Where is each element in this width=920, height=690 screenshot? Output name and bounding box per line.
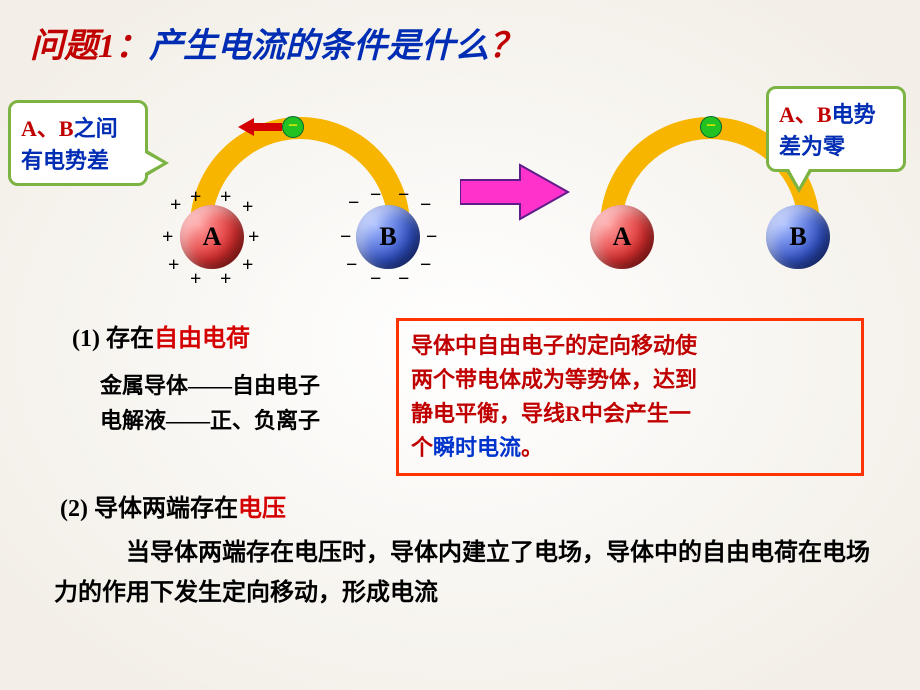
info-l3: 静电平衡，导线R中会产生一: [411, 401, 691, 426]
point-1-sub: 金属导体——自由电子 电解液——正、负离子: [100, 368, 320, 438]
sphere-b-left: B: [356, 205, 420, 269]
minus-sign: −: [426, 227, 437, 247]
plus-sign: +: [248, 227, 259, 247]
direction-arrow-left: [238, 116, 282, 138]
plus-sign: +: [162, 227, 173, 247]
slide: 问题1：产生电流的条件是什么？ A、B之间 有电势差 A、B电势 差为零 − A…: [0, 0, 920, 690]
sphere-a-right-label: A: [613, 222, 632, 252]
callout-left-l1: A、B: [21, 116, 74, 141]
callout-left-pointer: [145, 153, 163, 173]
plus-sign: +: [170, 195, 181, 215]
minus-sign: −: [346, 255, 357, 275]
point-1-num: (1): [72, 326, 100, 352]
sphere-b-left-label: B: [379, 222, 396, 252]
electron-minus: −: [288, 116, 298, 134]
plus-sign: +: [220, 269, 231, 289]
callout-right: A、B电势 差为零: [766, 86, 906, 172]
point-2-keyword: 电压: [238, 496, 286, 522]
minus-sign: −: [420, 255, 431, 275]
diagram-area: − A + + + + + + + + + + B − − − − − − − …: [30, 87, 890, 317]
point-2: (2) 导体两端存在电压: [60, 490, 286, 528]
callout-right-l2: 电势: [832, 102, 876, 127]
electron-left: −: [282, 116, 304, 138]
minus-sign: −: [420, 195, 431, 215]
callout-right-pointer: [789, 169, 809, 187]
info-l4a: 个: [411, 435, 433, 460]
point-2-label: 导体两端存在: [94, 496, 238, 522]
electron-minus: −: [706, 116, 716, 134]
info-l1: 导体中自由电子的定向移动使: [411, 333, 697, 358]
point-1: (1) 存在自由电荷: [72, 320, 250, 358]
callout-right-l1: A、B: [779, 102, 832, 127]
sphere-a-right: A: [590, 205, 654, 269]
plus-sign: +: [242, 255, 253, 275]
sphere-a-left: A: [180, 205, 244, 269]
info-l4b: 瞬时电流: [433, 435, 521, 460]
minus-sign: −: [340, 227, 351, 247]
point-2-num: (2): [60, 496, 88, 522]
sphere-b-right-label: B: [789, 222, 806, 252]
point-1-sub1: 金属导体——自由电子: [100, 373, 320, 398]
minus-sign: −: [348, 193, 359, 213]
callout-right-l3: 差为零: [779, 134, 845, 159]
callout-left: A、B之间 有电势差: [8, 100, 148, 186]
info-l2: 两个带电体成为等势体，达到: [411, 367, 697, 392]
point-1-label: 存在: [106, 326, 154, 352]
bottom-text: 当导体两端存在电压时，导体内建立了电场，导体中的自由电荷在电场力的作用下发生定向…: [54, 540, 870, 606]
slide-title: 问题1：产生电流的条件是什么？: [30, 18, 890, 67]
title-prefix: 问题1：: [30, 28, 149, 65]
callout-left-l3: 有电势差: [21, 148, 109, 173]
plus-sign: +: [168, 255, 179, 275]
info-box: 导体中自由电子的定向移动使 两个带电体成为等势体，达到 静电平衡，导线R中会产生…: [396, 318, 864, 476]
title-body: 产生电流的条件是什么: [149, 28, 489, 65]
title-qmark: ？: [489, 28, 523, 65]
electron-right: −: [700, 116, 722, 138]
point-1-sub2: 电解液——正、负离子: [100, 408, 320, 433]
minus-sign: −: [398, 269, 409, 289]
plus-sign: +: [190, 269, 201, 289]
info-l4c: 。: [521, 435, 543, 460]
plus-sign: +: [242, 197, 253, 217]
bottom-paragraph: 当导体两端存在电压时，导体内建立了电场，导体中的自由电荷在电场力的作用下发生定向…: [54, 534, 874, 613]
callout-left-l2: 之间: [74, 116, 118, 141]
transition-arrow: [460, 162, 570, 222]
sphere-a-left-label: A: [203, 222, 222, 252]
minus-sign: −: [370, 185, 381, 205]
point-1-keyword: 自由电荷: [154, 326, 250, 352]
sphere-b-right: B: [766, 205, 830, 269]
plus-sign: +: [220, 187, 231, 207]
plus-sign: +: [190, 187, 201, 207]
minus-sign: −: [398, 185, 409, 205]
minus-sign: −: [370, 269, 381, 289]
